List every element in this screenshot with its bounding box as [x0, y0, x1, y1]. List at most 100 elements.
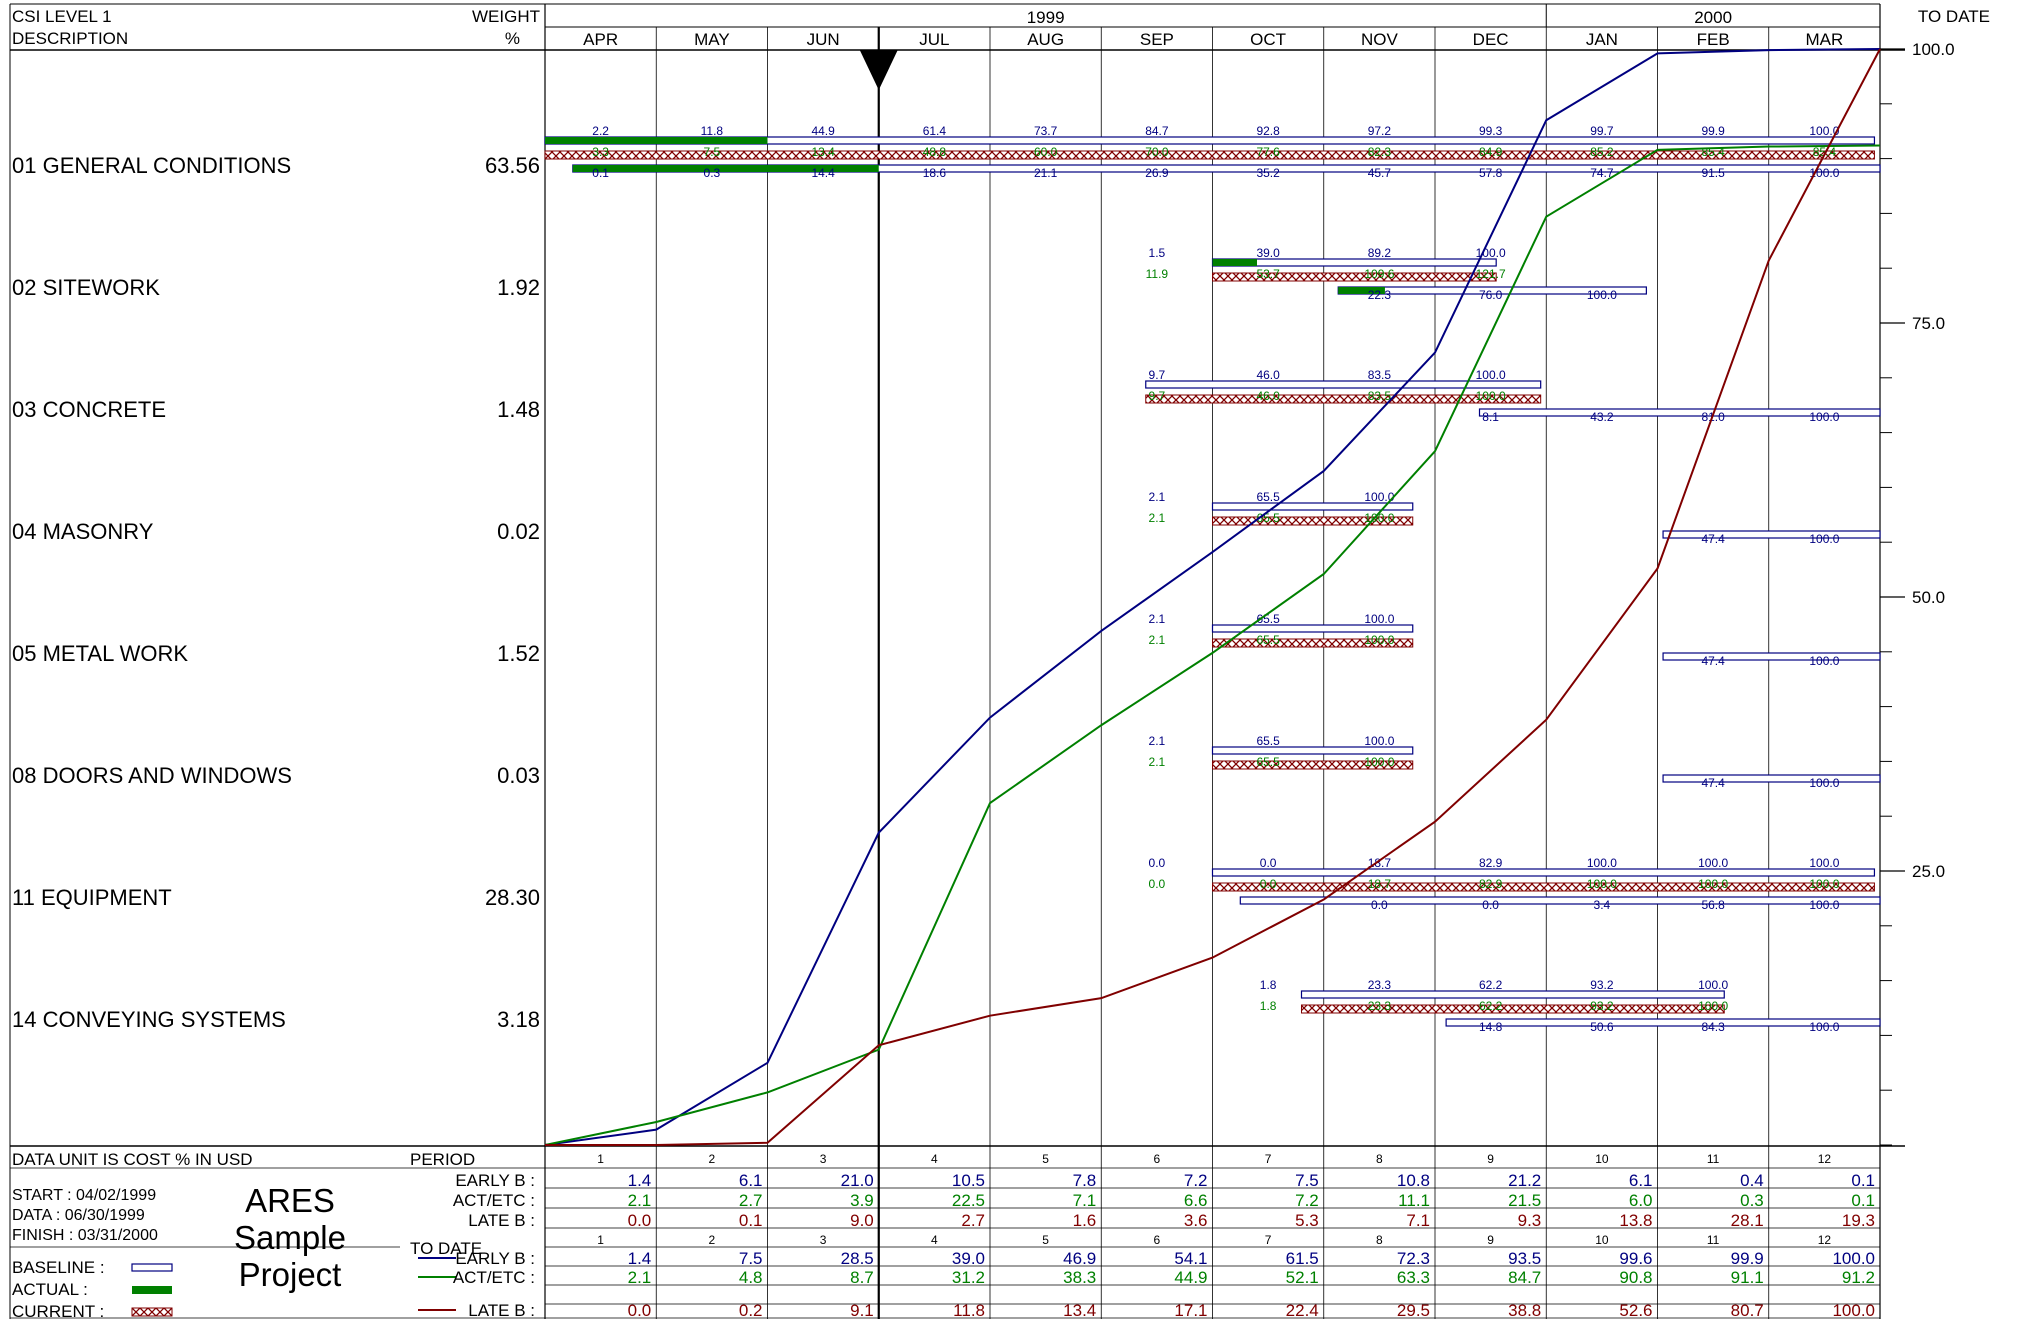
period-number: 1 — [597, 1152, 604, 1166]
activity-weight: 1.52 — [497, 641, 540, 666]
period-value: 7.8 — [1073, 1171, 1097, 1190]
bar-value-label: 62.2 — [1479, 978, 1503, 992]
finish-date: FINISH : 03/31/2000 — [12, 1227, 158, 1244]
period-value: 0.0 — [628, 1211, 652, 1230]
bar-value-label: 100.0 — [1809, 410, 1839, 424]
header-month-jan: JAN — [1586, 30, 1618, 49]
bar-value-label: 83.5 — [1368, 368, 1392, 382]
period-number: 6 — [1154, 1152, 1161, 1166]
bar-value-label: 13.4 — [811, 145, 835, 159]
project-name-line: Project — [239, 1256, 342, 1293]
baseline-bar — [1145, 380, 1542, 389]
todate-value: 29.5 — [1397, 1301, 1430, 1319]
project-name-line: ARES — [245, 1182, 335, 1219]
header-to-date: TO DATE — [1918, 7, 1990, 26]
bar-value-label: 84.7 — [1145, 124, 1169, 138]
bar-value-label: 35.2 — [1256, 166, 1280, 180]
bar-value-label: 14.4 — [811, 166, 835, 180]
todate-value: 7.5 — [739, 1249, 763, 1268]
bar-value-label: 39.0 — [1256, 246, 1280, 260]
bar-value-label: 11.9 — [1146, 267, 1169, 281]
period-value: 3.6 — [1184, 1211, 1208, 1230]
bar-value-label: 46.0 — [1256, 368, 1280, 382]
activity-name: 03 CONCRETE — [12, 397, 166, 422]
todate-value: 100.0 — [1832, 1301, 1875, 1319]
s-curve-actual — [544, 144, 1881, 1146]
activity-name: 02 SITEWORK — [12, 275, 160, 300]
bar-value-label: 100.0 — [1698, 978, 1728, 992]
bar-value-label: 100.0 — [1809, 856, 1839, 870]
baseline-bar — [1662, 652, 1881, 661]
legend-label-actual: ACTUAL : — [12, 1280, 88, 1299]
current-bar — [1212, 272, 1497, 282]
todate-value: 46.9 — [1063, 1249, 1096, 1268]
todate-value: 1.4 — [628, 1249, 652, 1268]
bar-value-label: 23.3 — [1368, 999, 1392, 1013]
header-description: DESCRIPTION — [12, 29, 128, 48]
todate-value: 61.5 — [1286, 1249, 1319, 1268]
bar-value-label: 70.0 — [1145, 145, 1169, 159]
bar-value-label: 100.0 — [1476, 368, 1506, 382]
data-date: DATA : 06/30/1999 — [12, 1207, 145, 1224]
activity-name: 11 EQUIPMENT — [12, 885, 172, 910]
actual-bar — [545, 137, 768, 144]
period-number: 5 — [1042, 1152, 1049, 1166]
activity-weight: 3.18 — [497, 1007, 540, 1032]
header-month-jul: JUL — [919, 30, 949, 49]
bar-value-label: 77.6 — [1256, 145, 1280, 159]
period-number: 3 — [820, 1152, 827, 1166]
period-value: 21.0 — [841, 1171, 874, 1190]
todate-value: 0.0 — [628, 1301, 652, 1319]
baseline-bar — [1445, 1018, 1881, 1027]
header-year-2000: 2000 — [1694, 8, 1732, 27]
period-number: 9 — [1487, 1152, 1494, 1166]
todate-period-number: 3 — [820, 1233, 827, 1247]
axis-tick-label: 75.0 — [1912, 314, 1945, 333]
bar-value-label: 85.2 — [1590, 145, 1614, 159]
period-value: 6.1 — [1629, 1171, 1653, 1190]
bar-value-label: 26.9 — [1145, 166, 1169, 180]
todate-period-number: 8 — [1376, 1233, 1383, 1247]
bar-value-label: 0.0 — [1260, 877, 1277, 891]
bar-value-label: 62.2 — [1479, 999, 1503, 1013]
period-value: 1.6 — [1073, 1211, 1097, 1230]
todate-period-number: 9 — [1487, 1233, 1494, 1247]
period-value: 11.1 — [1398, 1191, 1430, 1210]
bar-value-label: 8.1 — [1482, 410, 1499, 424]
legend-swatch-current — [131, 1307, 173, 1317]
bar-value-label: 0.3 — [704, 166, 721, 180]
bar-value-label: 48.8 — [923, 145, 947, 159]
bar-value-label: 99.3 — [1479, 124, 1503, 138]
bar-value-label: 100.0 — [1809, 776, 1839, 790]
todate-value: 80.7 — [1731, 1301, 1764, 1319]
activity-name: 01 GENERAL CONDITIONS — [12, 153, 291, 178]
bar-value-label: 0.1 — [592, 166, 609, 180]
baseline-bar — [1300, 990, 1725, 999]
bar-value-label: 14.8 — [1479, 1020, 1503, 1034]
bar-value-label: 100.0 — [1809, 877, 1839, 891]
period-value: 1.4 — [628, 1171, 652, 1190]
bar-value-label: 3.3 — [592, 145, 609, 159]
bar-value-label: 91.5 — [1701, 166, 1725, 180]
todate-row-label: EARLY B : — [455, 1249, 535, 1268]
bar-value-label: 109.6 — [1364, 267, 1394, 281]
axis-tick-label: 25.0 — [1912, 862, 1945, 881]
todate-period-number: 5 — [1042, 1233, 1049, 1247]
bar-value-label: 0.0 — [1260, 856, 1277, 870]
todate-value: 54.1 — [1174, 1249, 1207, 1268]
todate-period-number: 7 — [1265, 1233, 1272, 1247]
period-value: 5.3 — [1295, 1211, 1319, 1230]
activity-weight: 1.48 — [497, 397, 540, 422]
bar-value-label: 1.8 — [1260, 978, 1277, 992]
bar-value-label: 2.1 — [1149, 734, 1166, 748]
todate-value: 8.7 — [850, 1268, 874, 1287]
bar-value-label: 65.5 — [1256, 755, 1280, 769]
period-number: 7 — [1265, 1152, 1272, 1166]
period-row-label: LATE B : — [468, 1211, 535, 1230]
todate-value: 13.4 — [1063, 1301, 1096, 1319]
bar-value-label: 93.2 — [1590, 999, 1614, 1013]
current-bar — [1212, 516, 1414, 526]
todate-period-number: 6 — [1154, 1233, 1161, 1247]
axis-tick-label: 50.0 — [1912, 588, 1945, 607]
bar-value-label: 82.3 — [1368, 145, 1392, 159]
